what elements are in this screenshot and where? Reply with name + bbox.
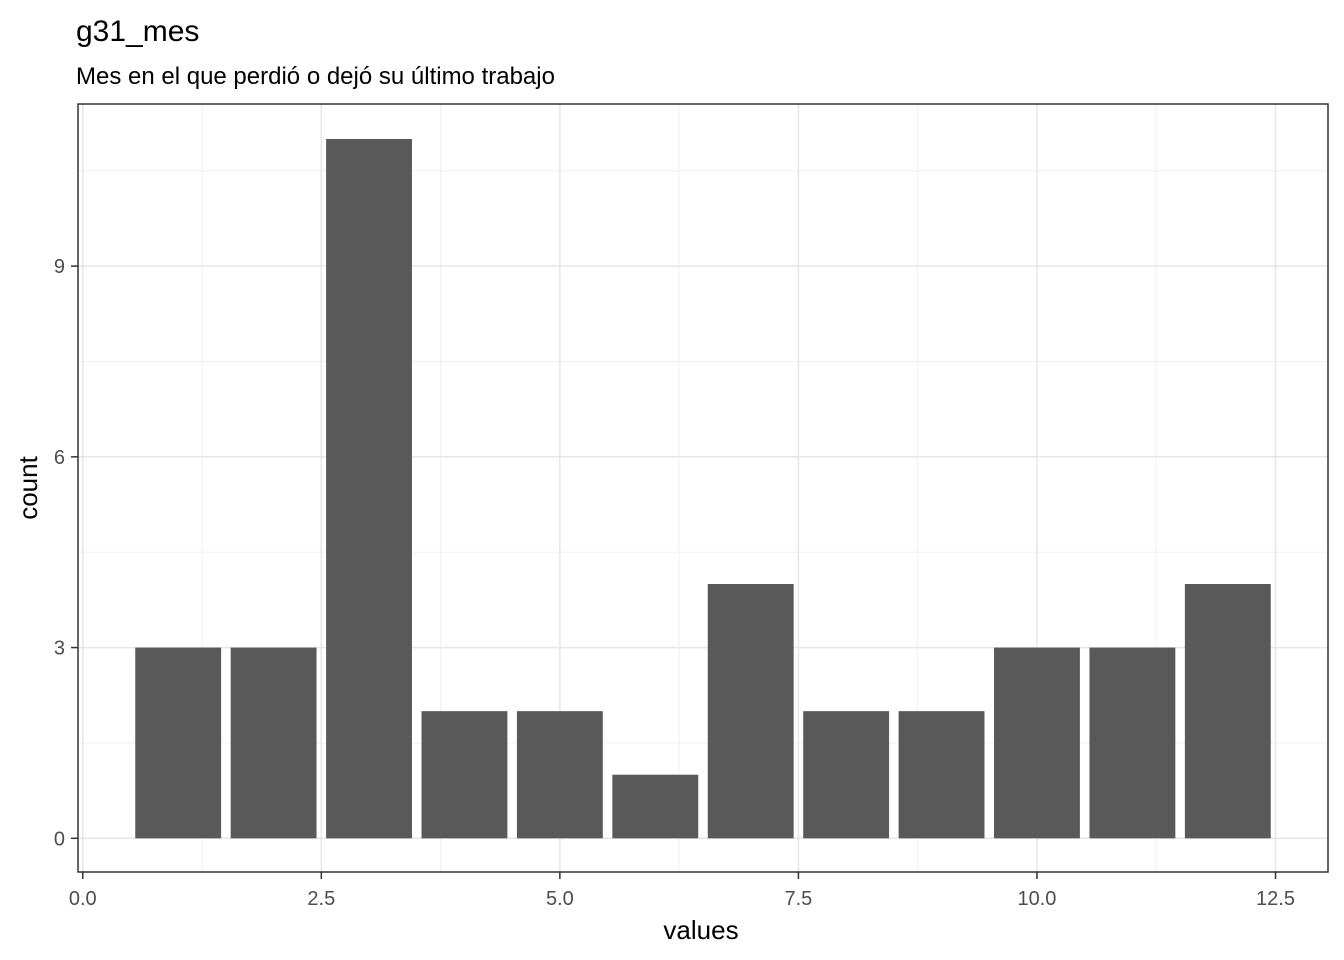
plot-panel-border xyxy=(77,103,1329,873)
y-tick-label: 0 xyxy=(54,828,65,850)
bar xyxy=(1089,647,1176,839)
x-tick-label: 12.5 xyxy=(1256,888,1295,910)
bar xyxy=(994,647,1080,839)
x-tick-label: 7.5 xyxy=(785,888,813,910)
bars xyxy=(135,138,1271,839)
y-axis: 0 3 6 9 xyxy=(54,256,78,850)
x-tick-label: 2.5 xyxy=(307,888,335,910)
x-tick-label: 0.0 xyxy=(69,888,97,910)
bar xyxy=(326,138,412,839)
bar xyxy=(1184,584,1271,839)
y-tick-label: 3 xyxy=(54,638,65,660)
x-tick-label: 10.0 xyxy=(1018,888,1057,910)
bar xyxy=(421,711,508,839)
bar xyxy=(612,774,699,839)
x-axis-title: values xyxy=(663,915,738,945)
bar xyxy=(803,711,890,839)
bar xyxy=(516,711,603,839)
bar xyxy=(230,647,317,839)
bar xyxy=(135,647,222,839)
bar xyxy=(898,711,985,839)
chart-subtitle: Mes en el que perdió o dejó su último tr… xyxy=(76,63,555,90)
y-tick-label: 9 xyxy=(54,256,65,278)
bar xyxy=(707,584,794,839)
chart-title: g31_mes xyxy=(76,15,199,48)
y-tick-label: 6 xyxy=(54,447,65,469)
y-axis-title: count xyxy=(13,455,43,519)
x-tick-label: 5.0 xyxy=(546,888,574,910)
x-axis: 0.0 2.5 5.0 7.5 10.0 12.5 xyxy=(69,872,1295,910)
